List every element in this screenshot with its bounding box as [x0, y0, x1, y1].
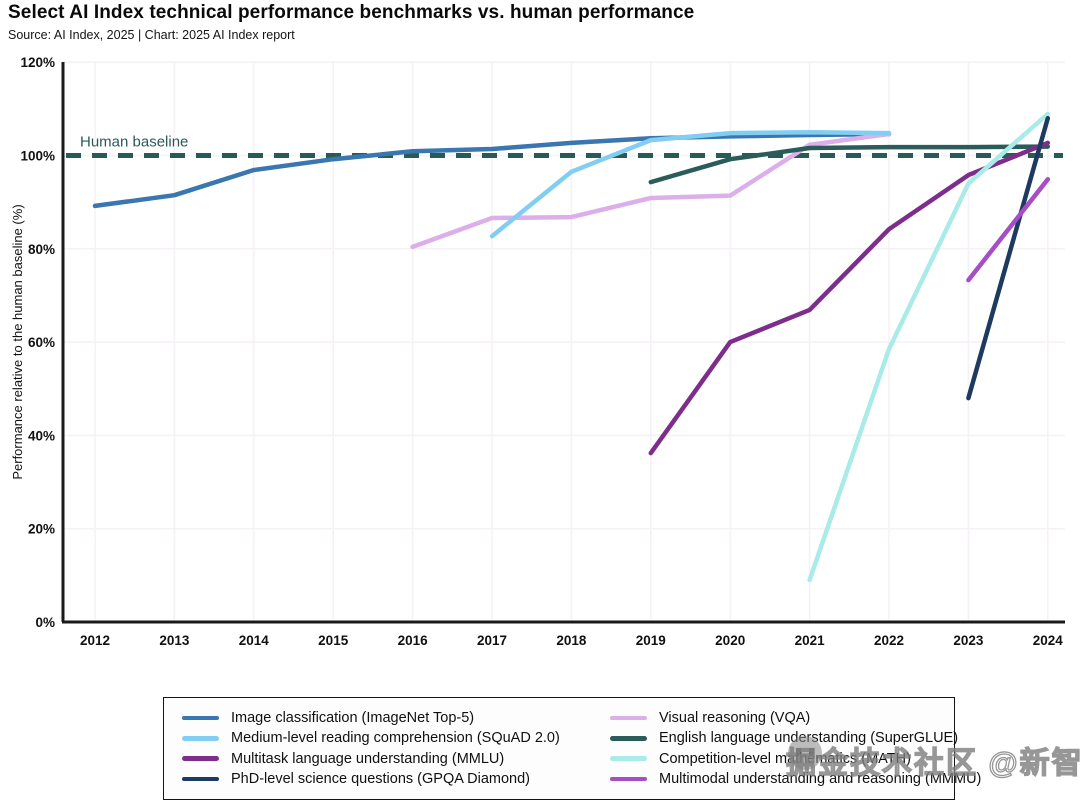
legend-item-squad: Medium-level reading comprehension (SQuA… [182, 728, 610, 748]
legend-label-gpqa: PhD-level science questions (GPQA Diamon… [231, 770, 530, 787]
legend-label-mmlu: Multitask language understanding (MMLU) [231, 750, 505, 767]
x-tick-label: 2014 [239, 633, 270, 648]
x-tick-label: 2016 [398, 633, 429, 648]
chart-legend: Image classification (ImageNet Top-5) Med… [163, 697, 981, 800]
x-tick-label: 2018 [556, 633, 587, 648]
x-tick-label: 2020 [715, 633, 745, 648]
watermark-logo-icon [788, 736, 822, 770]
x-tick-label: 2024 [1033, 633, 1064, 648]
page-title: Select AI Index technical performance be… [8, 2, 695, 23]
legend-item-imagenet: Image classification (ImageNet Top-5) [182, 708, 610, 728]
series-line-superglue [648, 144, 1051, 185]
y-axis-title: Performance relative to the human baseli… [10, 204, 25, 479]
legend-swatch-math [610, 756, 647, 761]
y-tick-label: 80% [28, 242, 55, 257]
legend-swatch-superglue [610, 736, 647, 741]
watermark-text: 掘金技术社区 @新智元 [785, 746, 1080, 780]
legend-item-math: Competition-level mathematics (MATH) [610, 749, 981, 769]
legend-label-vqa: Visual reasoning (VQA) [659, 710, 811, 727]
legend-swatch-mmmu [610, 776, 647, 782]
legend-item-mmmu: Multimodal understanding and reasoning (… [610, 769, 981, 789]
chart-svg: 0% 20% 40% 60% 80% 100% 120% 2012 2013 2014 2015 20… [10, 55, 1065, 648]
y-tick-label: 60% [28, 335, 55, 350]
legend-swatch-mmlu [182, 756, 219, 761]
x-tick-label: 2022 [874, 633, 904, 648]
legend-label-math: Competition-level mathematics (MATH) [659, 750, 911, 767]
series-line-imagenet [92, 131, 892, 209]
legend-item-mmlu: Multitask language understanding (MMLU) [182, 749, 610, 769]
x-tick-label: 2017 [477, 633, 507, 648]
x-tick-label: 2021 [795, 633, 826, 648]
legend-swatch-imagenet [182, 715, 219, 721]
legend-item-gpqa: PhD-level science questions (GPQA Diamon… [182, 769, 610, 789]
series-line-math [807, 111, 1051, 583]
series-line-gpqa [966, 115, 1051, 401]
x-tick-label: 2013 [159, 633, 190, 648]
y-tick-label: 0% [35, 615, 55, 630]
y-tick-label: 40% [28, 428, 55, 443]
y-tick-label: 20% [28, 522, 55, 537]
legend-label-imagenet: Image classification (ImageNet Top-5) [231, 710, 475, 727]
x-tick-label: 2012 [80, 633, 110, 648]
x-tick-label: 2019 [636, 633, 666, 648]
chart-source-caption: Source: AI Index, 2025 | Chart: 2025 AI … [8, 28, 295, 42]
human-baseline-label: Human baseline [80, 134, 188, 151]
legend-swatch-vqa [610, 715, 647, 721]
legend-label-squad: Medium-level reading comprehension (SQuA… [231, 730, 560, 747]
x-tick-label: 2023 [953, 633, 984, 648]
series-line-squad [489, 129, 892, 239]
legend-swatch-squad [182, 736, 219, 741]
legend-item-vqa: Visual reasoning (VQA) [610, 708, 981, 728]
series-line-vqa [410, 131, 892, 250]
y-tick-label: 120% [20, 55, 55, 70]
series-line-mmlu [648, 140, 1051, 456]
legend-swatch-gpqa [182, 776, 219, 782]
x-tick-label: 2015 [318, 633, 349, 648]
series-line-mmmu [966, 177, 1051, 283]
legend-label-mmmu: Multimodal understanding and reasoning (… [659, 770, 982, 787]
y-tick-label: 100% [20, 149, 55, 164]
